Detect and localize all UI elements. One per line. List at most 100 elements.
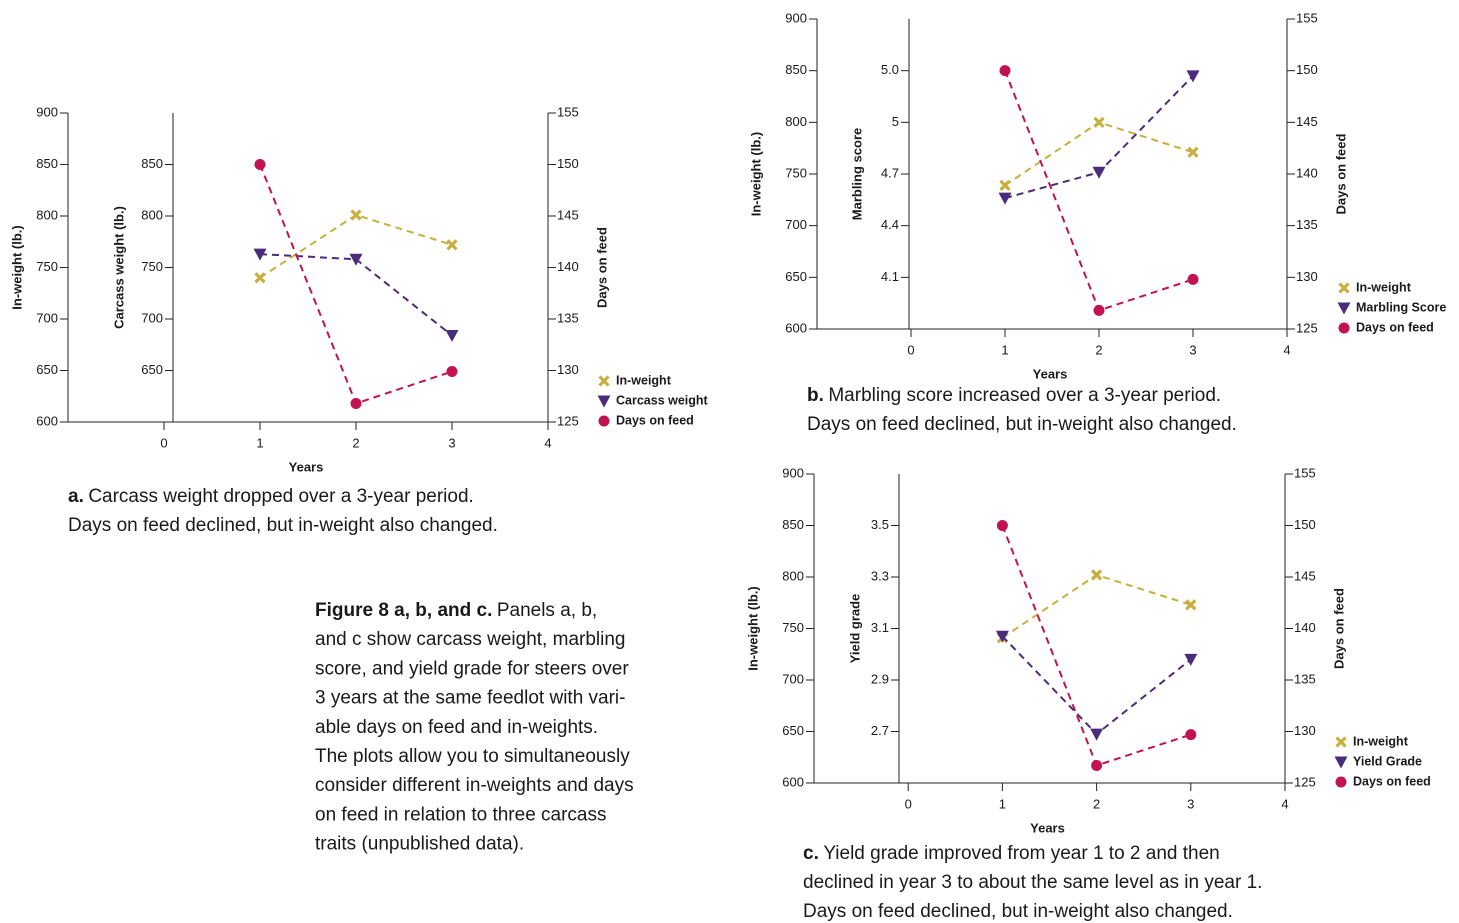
figure-caption-text: on feed in relation to three carcass	[315, 804, 607, 825]
data-point	[1185, 729, 1197, 741]
y-tick-label: 750	[782, 620, 804, 635]
figure-caption: Figure 8 a, b, and c. Panels a, b,	[315, 600, 597, 621]
y2-tick-label: 155	[1296, 10, 1318, 25]
x-tick-label: 2	[1095, 342, 1102, 357]
figure-caption-label: Figure 8 a, b, and c.	[315, 600, 492, 621]
data-point	[1090, 569, 1103, 581]
caption-text: Days on feed declined, but in-weight als…	[807, 414, 1237, 435]
data-point	[995, 630, 1009, 643]
x-tick-label: 3	[448, 435, 455, 450]
y2-tick-label: 145	[1294, 568, 1316, 583]
y-axis-label: In-weight (lb.)	[745, 586, 760, 670]
x-tick-label: 3	[1189, 342, 1196, 357]
data-point	[999, 179, 1011, 191]
y-axis-label: In-weight (lb.)	[748, 132, 763, 216]
y-tick-label: 750	[785, 165, 807, 180]
x-tick-label: 0	[907, 342, 914, 357]
caption-text: declined in year 3 to about the same lev…	[803, 872, 1262, 893]
data-point	[999, 65, 1011, 77]
legend-label: Days on feed	[1353, 774, 1431, 788]
data-point	[350, 397, 362, 409]
caption: declined in year 3 to about the same lev…	[803, 872, 1262, 893]
legend-marker	[1334, 756, 1348, 769]
figure-caption: and c show carcass weight, marbling	[315, 629, 625, 650]
y-tick-label: 700	[785, 217, 807, 232]
y-axis-label: In-weight (lb.)	[9, 225, 24, 309]
y3-tick-label: 650	[141, 362, 163, 377]
data-point	[1090, 728, 1104, 741]
y-tick-label: 900	[36, 104, 58, 119]
y2-tick-label: 130	[1296, 269, 1318, 284]
x-tick-label: 0	[160, 435, 167, 450]
y-tick-label: 700	[36, 310, 58, 325]
legend-label: Yield Grade	[1353, 754, 1422, 768]
legend-label: In-weight	[1353, 734, 1409, 748]
legend-label: Days on feed	[1356, 320, 1434, 334]
y-tick-label: 800	[782, 568, 804, 583]
legend-label: In-weight	[1356, 280, 1412, 294]
x-tick-label: 4	[1281, 796, 1288, 811]
y-tick-label: 850	[782, 517, 804, 532]
y3-tick-label: 800	[141, 207, 163, 222]
y3-tick-label: 3.3	[871, 568, 889, 583]
x-tick-label: 0	[905, 796, 912, 811]
data-point	[1186, 70, 1200, 83]
data-point	[254, 159, 266, 170]
data-point	[350, 209, 362, 221]
y2-tick-label: 135	[1294, 671, 1316, 686]
figure-caption: able days on feed and in-weights.	[315, 717, 598, 738]
y2-tick-label: 140	[557, 259, 579, 274]
x-tick-label: 2	[1093, 796, 1100, 811]
series-line	[1001, 635, 1192, 736]
y-tick-label: 600	[36, 413, 58, 428]
y3-tick-label: 850	[141, 156, 163, 171]
x-tick-label: 3	[1187, 796, 1194, 811]
x-tick-label: 4	[544, 435, 551, 450]
caption: c. Yield grade improved from year 1 to 2…	[803, 843, 1220, 864]
y2-tick-label: 155	[557, 104, 579, 119]
y-tick-label: 700	[782, 671, 804, 686]
figure-caption-text: traits (unpublished data).	[315, 834, 524, 855]
data-point	[445, 329, 459, 342]
y2-tick-label: 140	[1294, 620, 1316, 635]
data-point	[1184, 653, 1198, 666]
y-tick-label: 650	[785, 269, 807, 284]
data-point	[254, 272, 266, 284]
legend-marker	[1335, 736, 1347, 748]
legend-marker	[598, 415, 610, 427]
y2-axis-label: Days on feed	[1331, 588, 1346, 669]
series-line	[1004, 75, 1194, 200]
y2-tick-label: 155	[1294, 465, 1316, 480]
data-point	[1093, 116, 1105, 128]
y3-tick-label: 700	[141, 310, 163, 325]
y2-tick-label: 135	[557, 310, 579, 325]
y-tick-label: 850	[36, 156, 58, 171]
figure-caption-text: score, and yield grade for steers over	[315, 658, 629, 679]
data-point	[1187, 146, 1199, 158]
y3-tick-label: 5	[892, 114, 899, 129]
y-tick-label: 600	[782, 774, 804, 789]
y2-tick-label: 150	[557, 156, 579, 171]
y2-tick-label: 125	[1294, 774, 1316, 789]
legend-marker	[1338, 322, 1350, 334]
figure-caption-text: consider different in-weights and days	[315, 775, 634, 796]
data-point	[996, 520, 1008, 531]
legend-label: Carcass weight	[616, 393, 709, 407]
caption-label: a.	[68, 486, 84, 507]
x-axis-label: Years	[1033, 366, 1068, 381]
data-point	[1185, 599, 1197, 611]
series-line	[1001, 573, 1192, 639]
y2-tick-label: 130	[557, 362, 579, 377]
y2-tick-label: 125	[557, 413, 579, 428]
x-axis-label: Years	[289, 459, 324, 474]
legend-marker	[598, 375, 610, 387]
caption-text: Yield grade improved from year 1 to 2 an…	[823, 843, 1219, 864]
y3-tick-label: 2.9	[871, 671, 889, 686]
y3-axis-label: Yield grade	[847, 594, 862, 664]
figure-caption-text: Panels a, b,	[497, 600, 597, 621]
caption: Days on feed declined, but in-weight als…	[807, 414, 1237, 435]
legend-marker	[1337, 302, 1351, 315]
y3-tick-label: 5.0	[881, 62, 899, 77]
y2-tick-label: 135	[1296, 217, 1318, 232]
